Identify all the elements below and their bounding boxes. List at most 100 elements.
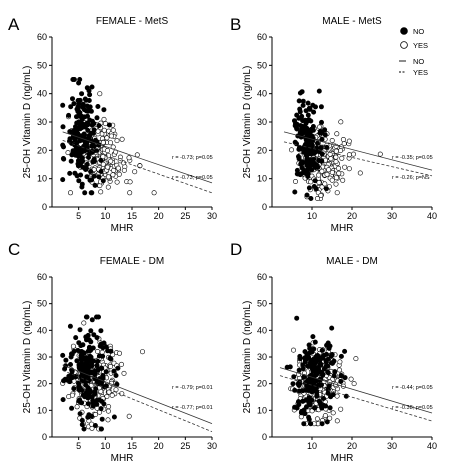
point-no: [312, 405, 318, 411]
point-no: [79, 417, 85, 423]
panel-B: B MALE - MetS 0 10 20 30 40 50 60 10 20 30 40 MHR 25-O…: [230, 15, 437, 234]
y-tick-label: 20: [37, 145, 47, 155]
point-yes: [338, 406, 344, 412]
point-no: [303, 108, 309, 114]
point-no: [297, 355, 303, 361]
point-no: [79, 400, 85, 406]
x-axis-label: MHR: [111, 223, 134, 234]
point-no: [76, 178, 82, 184]
point-no: [100, 178, 106, 184]
point-yes: [353, 356, 359, 362]
point-no: [310, 366, 316, 372]
point-yes: [140, 349, 146, 355]
point-yes: [132, 169, 138, 175]
point-yes: [333, 175, 339, 181]
panel-title: MALE - MetS: [322, 16, 382, 27]
point-no: [98, 341, 104, 347]
panel-title: FEMALE - MetS: [96, 16, 169, 27]
y-tick-label: 40: [37, 325, 47, 335]
y-tick-label: 40: [257, 325, 267, 335]
point-no: [79, 115, 85, 121]
regression-stat-no: r = -0.44; p=0.05: [392, 385, 433, 391]
point-no: [111, 368, 117, 374]
point-yes: [334, 131, 340, 137]
point-no: [311, 346, 317, 352]
point-no: [313, 389, 319, 395]
regression-line-yes: [279, 375, 433, 422]
point-no: [74, 129, 80, 135]
point-yes: [65, 150, 71, 156]
point-no: [79, 358, 85, 364]
point-no: [77, 327, 83, 333]
point-no: [115, 365, 121, 371]
point-yes: [329, 138, 335, 144]
panel-letter: C: [8, 240, 20, 259]
point-no: [73, 335, 79, 341]
panel-letter: B: [230, 15, 241, 34]
point-no: [294, 167, 300, 173]
point-no: [306, 185, 312, 191]
y-tick-label: 0: [42, 202, 47, 212]
point-no: [60, 102, 66, 108]
point-yes: [339, 155, 345, 161]
point-no: [66, 373, 72, 379]
point-no: [99, 365, 105, 371]
point-yes: [100, 161, 106, 167]
point-no: [338, 378, 344, 384]
point-no: [100, 353, 106, 359]
point-yes: [121, 167, 127, 173]
regression-line-no: [279, 367, 433, 414]
point-no: [331, 373, 337, 379]
point-no: [70, 96, 76, 102]
series-no: [284, 315, 349, 427]
point-no: [99, 380, 105, 386]
point-no: [94, 115, 100, 121]
point-no: [84, 314, 90, 320]
point-no: [332, 369, 338, 375]
point-no: [318, 145, 324, 151]
point-no: [305, 118, 311, 124]
point-yes: [105, 148, 111, 154]
point-yes: [121, 370, 127, 376]
point-no: [316, 157, 322, 163]
point-no: [305, 167, 311, 173]
x-tick-label: 10: [100, 441, 110, 451]
regression-line-no: [283, 131, 433, 171]
y-axis-label: 25-OH Vitamin D (ng/mL): [242, 66, 253, 179]
point-no: [96, 397, 102, 403]
legend-marker-filled-circle: [400, 27, 408, 35]
point-no: [297, 90, 303, 96]
point-no: [303, 397, 309, 403]
x-tick-label: 15: [127, 211, 137, 221]
point-no: [94, 362, 100, 368]
y-tick-label: 30: [257, 117, 267, 127]
point-no: [60, 156, 66, 162]
point-no: [284, 364, 290, 370]
point-no: [324, 144, 330, 150]
point-yes: [290, 347, 296, 353]
point-yes: [110, 127, 116, 133]
point-yes: [115, 165, 121, 171]
point-yes: [335, 165, 341, 171]
point-no: [89, 122, 95, 128]
point-yes: [357, 170, 363, 176]
x-tick-label: 40: [427, 211, 437, 221]
point-no: [96, 174, 102, 180]
point-yes: [114, 138, 120, 144]
regression-stat-no: r = -0.35; p=0.05: [392, 155, 433, 161]
point-yes: [333, 159, 339, 165]
point-no: [85, 401, 91, 407]
point-no: [103, 369, 109, 375]
point-yes: [151, 190, 157, 196]
point-yes: [105, 417, 111, 423]
regression-stat-yes: r = -0.26; p=NS: [392, 175, 430, 181]
point-no: [68, 104, 74, 110]
point-no: [85, 127, 91, 133]
point-no: [328, 353, 334, 359]
point-yes: [336, 367, 342, 373]
point-no: [92, 158, 98, 164]
point-no: [318, 402, 324, 408]
x-tick-label: 10: [307, 441, 317, 451]
point-yes: [316, 124, 322, 130]
point-yes: [346, 166, 352, 172]
